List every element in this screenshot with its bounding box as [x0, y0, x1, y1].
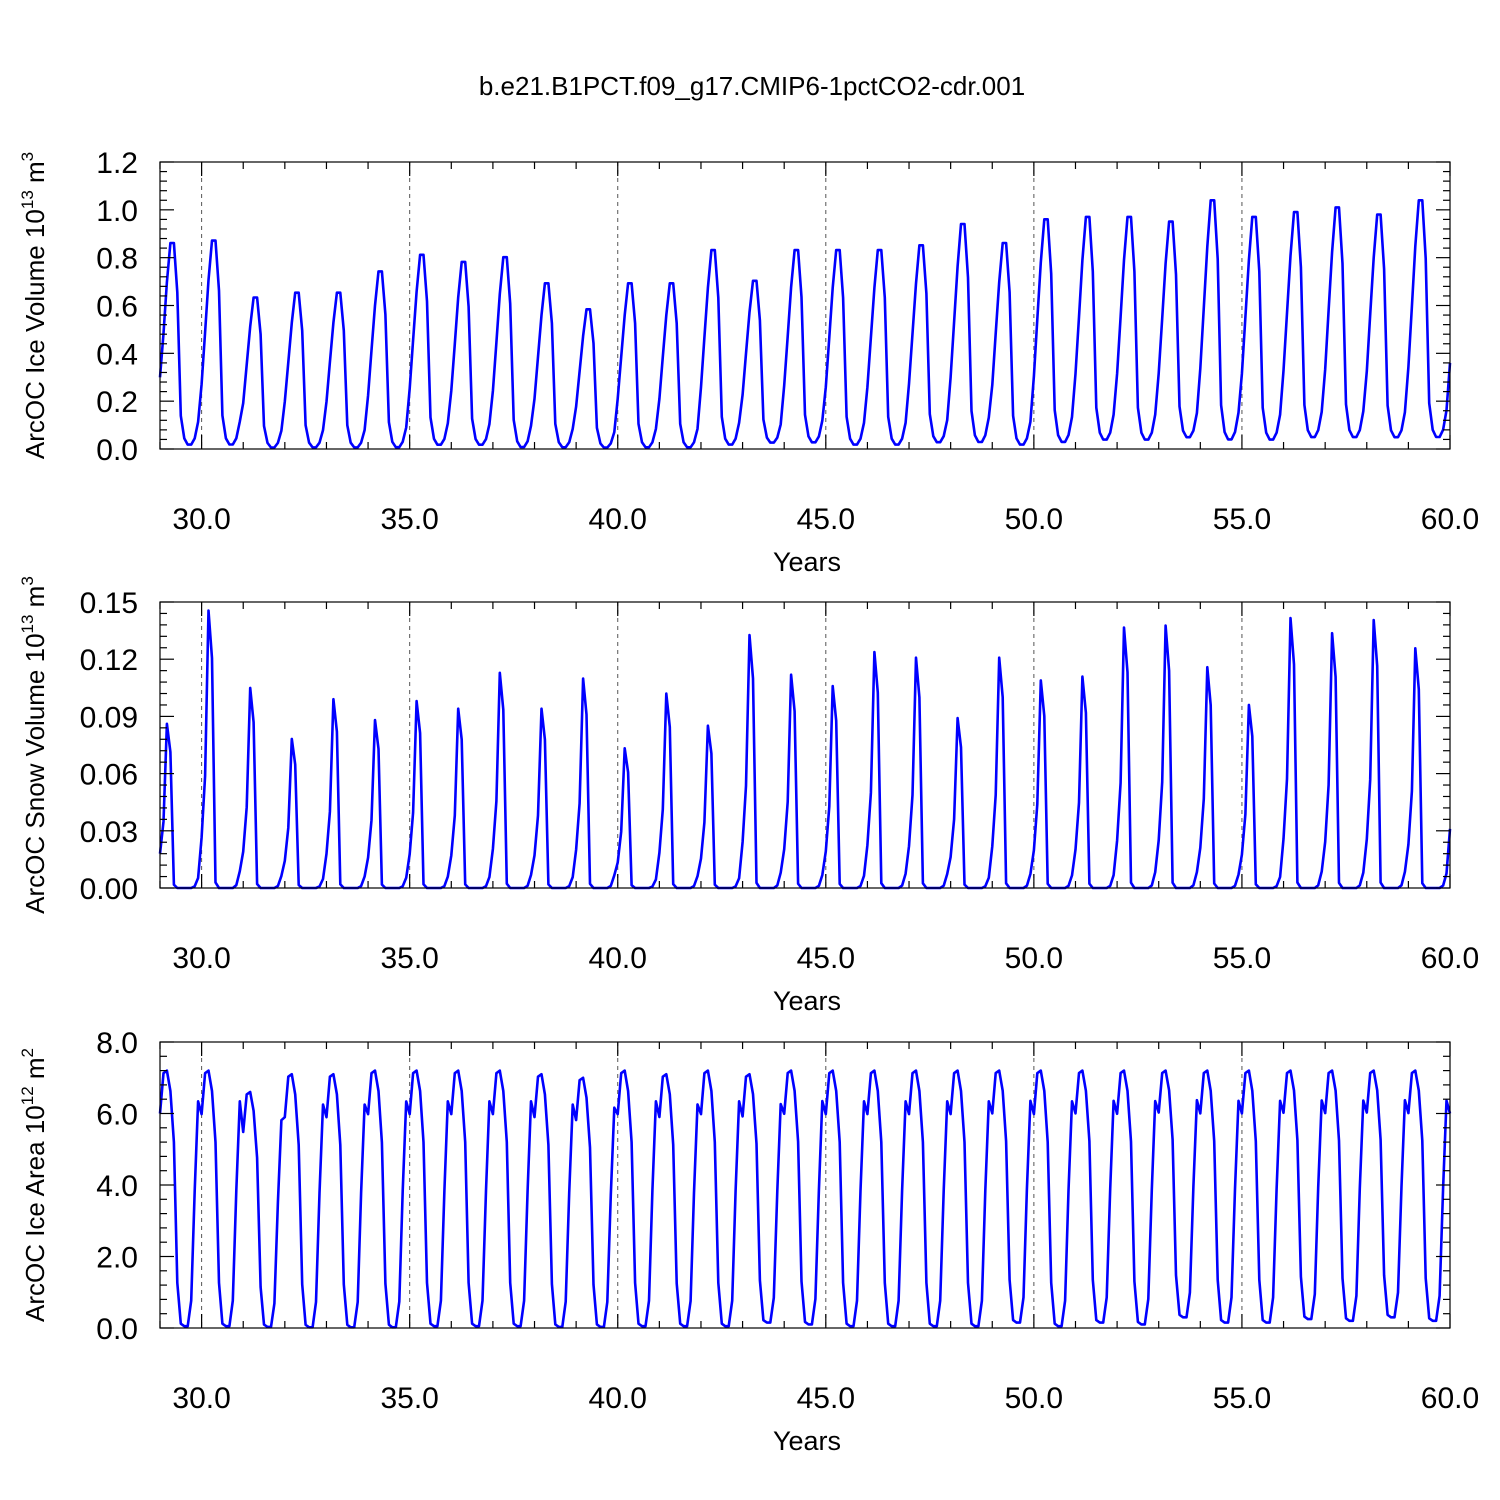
y-axis-title: ArcOC Ice Area 1012 m2 — [18, 1048, 50, 1322]
y-tick-label: 0.09 — [80, 701, 138, 734]
x-tick-label: 55.0 — [1213, 1382, 1271, 1415]
y-tick-label: 0.15 — [80, 587, 138, 620]
data-series-line — [158, 1069, 1452, 1329]
x-tick-label: 55.0 — [1213, 503, 1271, 536]
x-tick-label: 50.0 — [1005, 942, 1063, 975]
y-tick-label: 2.0 — [96, 1242, 138, 1275]
chart-panel-2: 30.0 35.0 40.0 45.0 50.0 55.0 60.0 0.00 0.03 0.06… — [18, 576, 1479, 1016]
x-tick-label: 50.0 — [1005, 503, 1063, 536]
y-tick-label: 0.6 — [96, 291, 138, 324]
y-tick-label: 0.0 — [96, 1313, 138, 1346]
chart-panel-1: 30.0 35.0 40.0 45.0 50.0 55.0 60.0 0.0 0.2 0.4 0.6… — [18, 147, 1479, 577]
y-tick-label: 0.06 — [80, 759, 138, 792]
y-tick-label: 0.03 — [80, 816, 138, 849]
x-axis-title: Years — [773, 986, 841, 1016]
x-axis-title: Years — [773, 1426, 841, 1456]
x-tick-label: 60.0 — [1421, 1382, 1479, 1415]
x-tick-label: 40.0 — [589, 1382, 647, 1415]
y-tick-label: 0.00 — [80, 873, 138, 906]
y-tick-label: 0.2 — [96, 386, 138, 419]
y-axis-title: ArcOC Ice Volume 1013 m3 — [18, 152, 50, 459]
y-tick-label: 4.0 — [96, 1170, 138, 1203]
data-series-line — [158, 609, 1452, 890]
y-tick-label: 0.0 — [96, 434, 138, 467]
y-axis-title: ArcOC Snow Volume 1013 m3 — [18, 576, 50, 914]
x-tick-label: 30.0 — [172, 503, 230, 536]
x-tick-label: 30.0 — [172, 1382, 230, 1415]
x-tick-label: 55.0 — [1213, 942, 1271, 975]
x-tick-label: 40.0 — [589, 942, 647, 975]
x-tick-label: 35.0 — [380, 1382, 438, 1415]
data-series-line — [158, 199, 1452, 449]
x-tick-label: 60.0 — [1421, 503, 1479, 536]
figure-title: b.e21.B1PCT.f09_g17.CMIP6-1pctCO2-cdr.00… — [479, 71, 1025, 101]
y-tick-label: 1.2 — [96, 147, 138, 180]
x-tick-label: 45.0 — [797, 1382, 855, 1415]
x-tick-label: 35.0 — [380, 503, 438, 536]
x-tick-label: 40.0 — [589, 503, 647, 536]
plot-frame — [159, 601, 1451, 889]
y-tick-label: 1.0 — [96, 195, 138, 228]
y-tick-label: 6.0 — [96, 1099, 138, 1132]
x-tick-label: 45.0 — [797, 942, 855, 975]
x-tick-label: 45.0 — [797, 503, 855, 536]
x-tick-label: 60.0 — [1421, 942, 1479, 975]
x-tick-label: 50.0 — [1005, 1382, 1063, 1415]
x-axis-title: Years — [773, 547, 841, 577]
y-tick-label: 0.12 — [80, 644, 138, 677]
x-tick-label: 30.0 — [172, 942, 230, 975]
x-tick-label: 35.0 — [380, 942, 438, 975]
y-tick-label: 0.4 — [96, 338, 138, 371]
y-tick-label: 0.8 — [96, 243, 138, 276]
y-tick-label: 8.0 — [96, 1027, 138, 1060]
chart-panel-3: 30.0 35.0 40.0 45.0 50.0 55.0 60.0 0.0 2.0 4.0 6.0… — [18, 1027, 1479, 1456]
